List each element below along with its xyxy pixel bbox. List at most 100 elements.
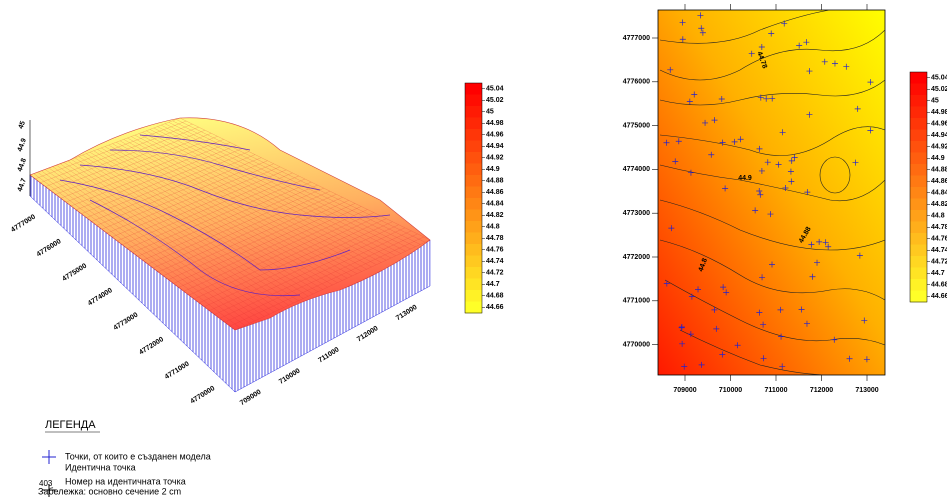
y-tick-label: 4776000 [36,238,63,258]
colorbar-label: 45.02 [486,97,504,104]
colorbar-label: 44.78 [931,224,947,231]
colorbar-label: 44.68 [931,282,947,289]
figure: ЛЕГЕНДА Точки, от които е създанен модел… [0,0,947,497]
colorbar-band [910,164,927,176]
y-tick-label: 4774000 [87,287,114,307]
x-tick-label: 710000 [719,387,742,394]
colorbar-band [465,152,482,164]
legend-point-symbol [42,450,56,464]
contour-label: 44.9 [738,175,752,182]
y-tick-label: 4771000 [164,361,191,381]
colorbar-band [465,106,482,118]
colorbar-label: 44.88 [486,178,504,185]
colorbar-band [465,187,482,199]
colorbar-label: 44.68 [486,293,504,300]
y-tick-label: 4776000 [623,79,650,86]
colorbar-band [910,233,927,245]
y-tick-label: 4775000 [623,122,650,129]
contour-map [658,10,885,375]
colorbar-band [465,164,482,176]
colorbar-label: 44.86 [931,178,947,185]
colorbar-label: 44.92 [931,144,947,151]
y-tick-label: 4773000 [113,312,140,332]
colorbar-band [910,118,927,130]
colorbar-label: 44.66 [931,293,947,300]
x-tick-label: 710000 [278,367,302,385]
colorbar-label: 44.7 [931,270,945,277]
colorbar-label: 44.92 [486,155,504,162]
colorbar-label: 44.72 [486,270,504,277]
colorbar-band [465,233,482,245]
colorbar-band [465,221,482,233]
colorbar-band [910,210,927,222]
colorbar-label: 44.8 [931,213,945,220]
colorbar-band [910,245,927,257]
colorbar-label: 44.88 [931,167,947,174]
colorbar-label: 44.72 [931,259,947,266]
map-fill [658,10,885,375]
colorbar-band [910,291,927,303]
x-tick-label: 713000 [855,387,878,394]
y-tick-label: 4770000 [189,385,216,405]
colorbar-label: 44.82 [931,201,947,208]
colorbar-band [910,279,927,291]
colorbar-label: 44.98 [931,109,947,116]
colorbar-band [910,176,927,188]
colorbar-label: 44.66 [486,304,504,311]
colorbar-label: 44.78 [486,235,504,242]
colorbar-label: 44.96 [931,121,947,128]
y-tick-label: 4777000 [623,35,650,42]
legend: ЛЕГЕНДА Точки, от които е създанен модел… [39,419,211,497]
colorbar-label: 44.76 [931,236,947,243]
colorbar-label: 45 [486,109,494,116]
colorbar-label: 44.76 [486,247,504,254]
colorbar-label: 44.8 [486,224,500,231]
colorbar-label: 44.9 [486,166,500,173]
colorbar-band [910,95,927,107]
colorbar-band [465,267,482,279]
colorbar-band [465,210,482,222]
colorbar-band [465,290,482,302]
y-tick-label: 4772000 [623,254,650,261]
y-tick-label: 4773000 [623,210,650,217]
colorbar-band [465,175,482,187]
x-tick-label: 713000 [395,304,419,322]
colorbar-label: 44.84 [931,190,947,197]
colorbar-band [910,268,927,280]
colorbar-label: 45.04 [486,86,504,93]
colorbar-label: 45 [931,98,939,105]
colorbar-band [465,198,482,210]
y-tick-label: 4777000 [10,214,37,234]
colorbar-label: 44.96 [486,132,504,139]
x-tick-label: 711000 [317,346,340,364]
colorbar-label: 44.9 [931,155,945,162]
colorbar-band [465,83,482,95]
colorbar-label: 44.74 [931,247,947,254]
y-tick-label: 4771000 [623,298,650,305]
legend-identical-number: Номер на идентичната точка [65,476,186,486]
colorbar-label: 44.94 [486,143,504,150]
surface-3d [30,118,430,392]
x-tick-label: 711000 [765,387,788,394]
colorbar-label: 44.82 [486,212,504,219]
colorbar-band [465,302,482,314]
colorbar-band [910,222,927,234]
colorbar-label: 44.86 [486,189,504,196]
colorbar-band [465,279,482,291]
colorbar-band [910,187,927,199]
x-tick-label: 712000 [810,387,833,394]
colorbar-band [910,107,927,119]
colorbar-label: 45.02 [931,86,947,93]
colorbar-band [910,141,927,153]
z-tick-label: 45 [18,120,27,130]
colorbar-label: 44.98 [486,120,504,127]
colorbar-band [465,141,482,153]
legend-title: ЛЕГЕНДА [45,419,96,431]
colorbar-label: 44.84 [486,201,504,208]
colorbar-band [465,95,482,107]
colorbar-label: 44.74 [486,258,504,265]
x-tick-label: 709000 [239,389,263,407]
y-tick-label: 4775000 [61,263,88,283]
colorbar-band [465,118,482,130]
colorbar-band [465,256,482,268]
